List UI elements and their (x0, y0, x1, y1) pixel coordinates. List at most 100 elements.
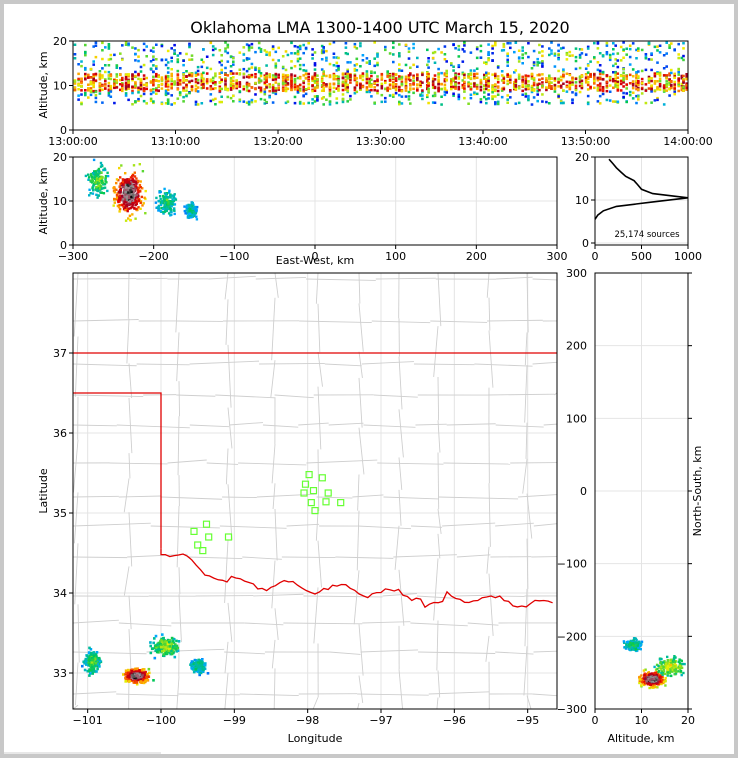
source-pixel (328, 82, 332, 86)
source-pixel (149, 99, 153, 103)
source-pixel (268, 89, 271, 93)
time-axis-tick-label: 13:20:00 (253, 135, 302, 148)
source-pixel (96, 667, 99, 671)
source-pixel (142, 668, 146, 671)
source-pixel (166, 642, 169, 646)
source-pixel (680, 88, 684, 92)
source-pixel (209, 78, 213, 81)
source-pixel (127, 217, 130, 220)
source-pixel (96, 186, 99, 189)
source-pixel (137, 59, 140, 63)
source-pixel (87, 178, 90, 181)
source-pixel (162, 645, 165, 649)
source-pixel (89, 82, 93, 86)
source-pixel (120, 184, 123, 187)
source-pixel (650, 79, 653, 83)
source-pixel (298, 102, 302, 105)
source-pixel (170, 82, 173, 86)
source-pixel (407, 76, 411, 79)
source-pixel (131, 46, 134, 49)
source-pixel (235, 86, 238, 90)
source-pixel (259, 86, 263, 90)
histogram-x-tick-label: 0 (592, 250, 599, 263)
source-pixel (392, 95, 395, 98)
source-pixel (662, 54, 666, 57)
source-pixel (183, 205, 186, 208)
source-pixel (612, 48, 615, 51)
source-pixel (524, 92, 528, 96)
source-pixel (281, 55, 285, 58)
source-pixel (127, 680, 131, 683)
source-pixel (157, 199, 160, 203)
source-pixel (311, 84, 314, 88)
source-pixel (115, 73, 119, 76)
source-pixel (218, 89, 222, 93)
source-pixel (103, 186, 107, 189)
source-pixel (154, 201, 158, 204)
county-line (382, 593, 417, 597)
source-pixel (131, 91, 134, 95)
source-pixel (149, 97, 153, 101)
source-pixel (553, 52, 557, 55)
source-pixel (134, 203, 137, 207)
source-pixel (365, 86, 369, 89)
source-pixel (568, 73, 572, 77)
source-pixel (521, 62, 524, 65)
source-pixel (134, 70, 137, 74)
source-pixel (638, 681, 641, 685)
source-pixel (195, 210, 198, 213)
source-pixel (557, 85, 560, 88)
source-pixel (658, 71, 662, 75)
source-pixel (532, 88, 536, 91)
source-pixel (359, 88, 362, 91)
source-pixel (637, 47, 640, 50)
source-pixel (274, 66, 278, 69)
source-pixel (132, 201, 136, 204)
source-pixel (527, 80, 530, 83)
source-pixel (608, 75, 612, 79)
source-pixel (84, 66, 87, 70)
source-pixel (384, 48, 387, 52)
source-pixel (134, 59, 137, 62)
source-pixel (648, 673, 651, 676)
source-pixel (322, 50, 325, 53)
longitude-axis-tick-label: −97 (369, 714, 392, 727)
source-pixel (332, 64, 336, 67)
source-pixel (86, 660, 90, 663)
source-pixel (84, 174, 88, 178)
source-pixel (665, 75, 668, 78)
source-pixel (316, 86, 319, 89)
source-pixel (380, 93, 384, 97)
source-pixel (384, 87, 387, 91)
source-pixel (685, 88, 688, 91)
source-pixel (635, 57, 638, 60)
source-pixel (608, 56, 612, 59)
source-pixel (400, 82, 404, 86)
source-pixel (527, 55, 530, 59)
source-pixel (614, 74, 617, 77)
source-pixel (491, 95, 494, 98)
source-pixel (463, 50, 466, 53)
source-pixel (163, 649, 166, 652)
county-line (74, 336, 79, 397)
source-pixel (568, 84, 572, 87)
source-pixel (118, 185, 121, 188)
source-pixel (562, 73, 565, 76)
county-line (178, 567, 181, 595)
source-pixel-core (128, 200, 132, 203)
source-pixel (353, 86, 357, 89)
source-pixel (514, 85, 518, 88)
source-pixel (307, 83, 310, 86)
lma-station-marker (309, 487, 318, 495)
source-pixel (152, 50, 155, 53)
source-pixel (302, 43, 305, 47)
source-pixel (107, 88, 111, 91)
county-line (227, 602, 233, 642)
source-pixel (527, 97, 530, 100)
source-pixel (226, 46, 230, 49)
source-pixel (298, 47, 302, 50)
source-pixel (281, 81, 285, 85)
source-pixel (612, 79, 615, 83)
source-pixel (452, 94, 455, 97)
source-pixel (608, 53, 612, 57)
